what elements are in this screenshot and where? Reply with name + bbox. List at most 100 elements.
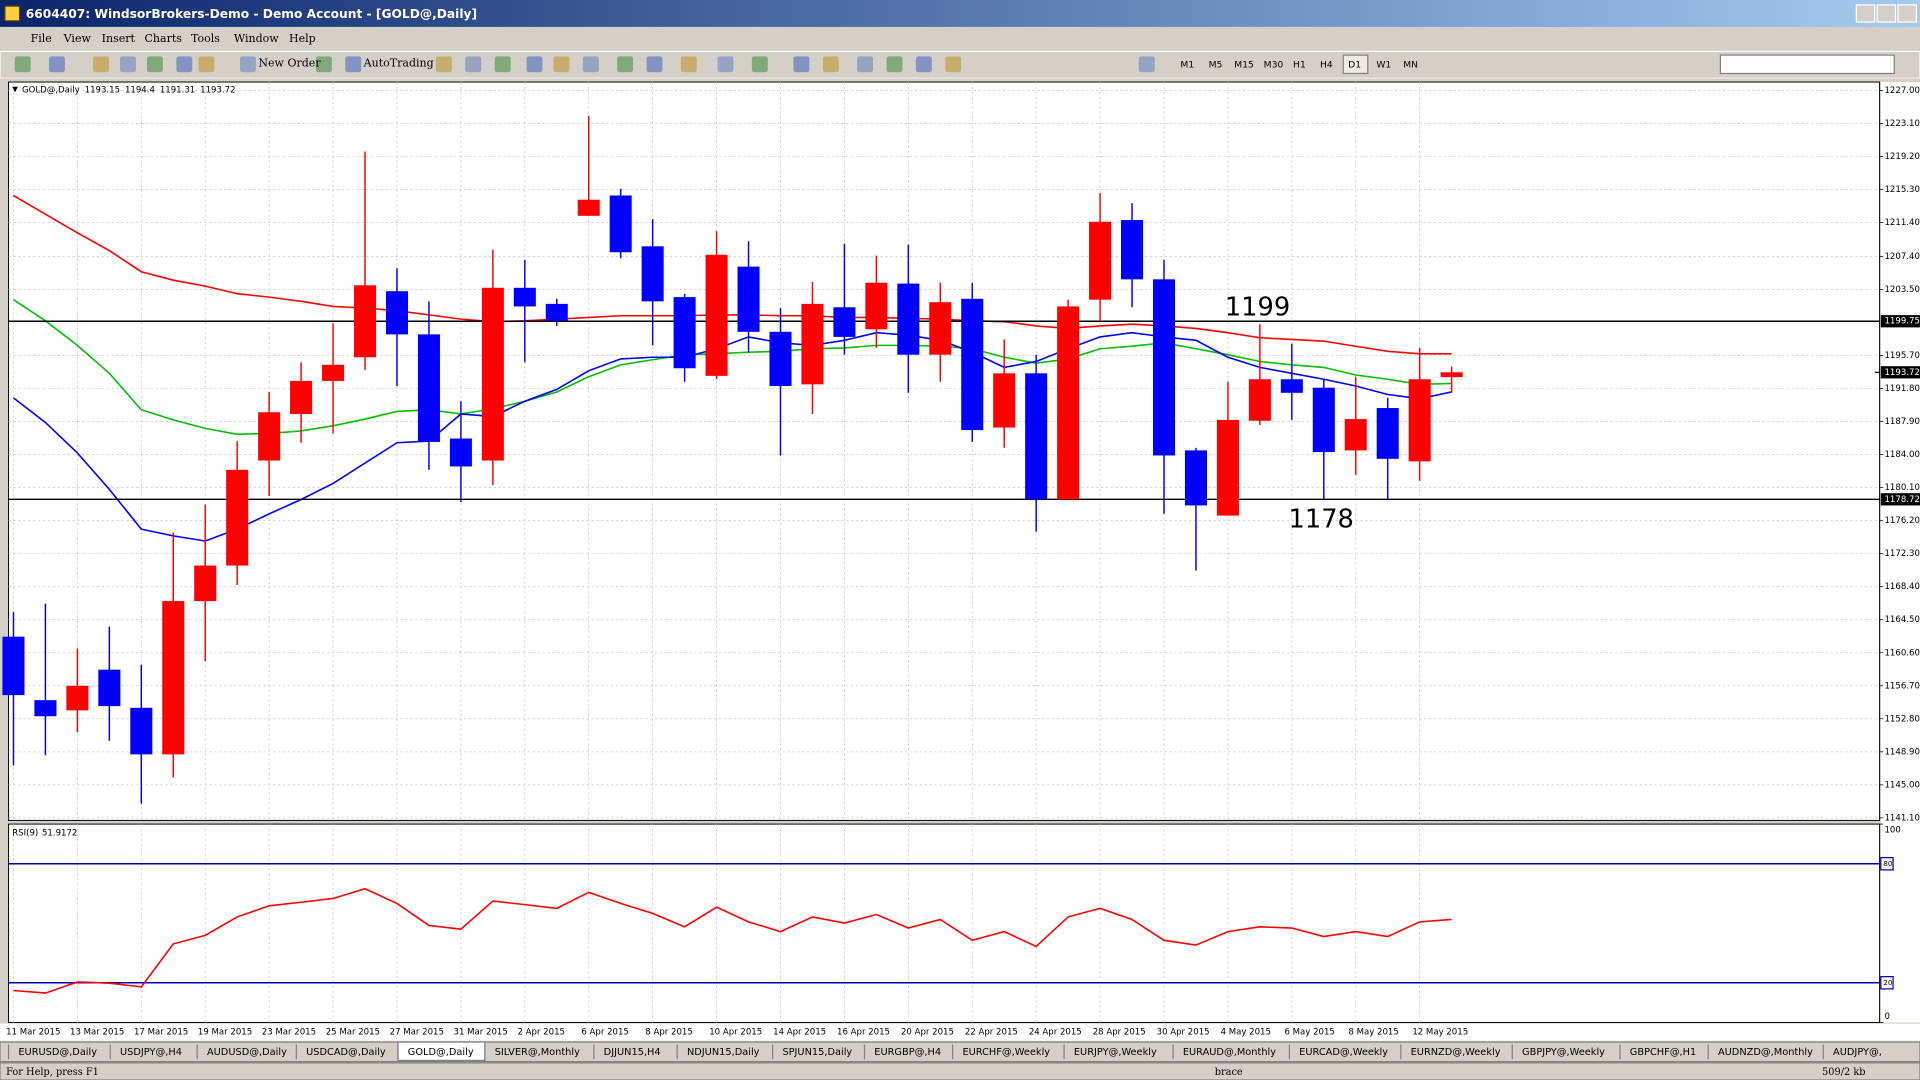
menu-item[interactable]: Insert [102, 32, 136, 45]
minimize-button[interactable] [1855, 4, 1876, 23]
toolbar-icon[interactable] [526, 56, 543, 73]
candle-body [769, 331, 792, 387]
level-tag-label: 1178.72 [1884, 495, 1919, 505]
toolbar-icon[interactable] [945, 56, 962, 73]
chart-tab[interactable]: SPJUN15,Daily [782, 1047, 852, 1058]
toolbar-icon[interactable] [494, 56, 511, 73]
candle-body [481, 287, 504, 461]
timeframe-active [1342, 54, 1369, 75]
chart-tab[interactable]: EURCHF@,Weekly [962, 1047, 1050, 1058]
chart-tab[interactable]: AUDNZD@,Monthly [1718, 1047, 1813, 1058]
toolbar-icon[interactable] [14, 56, 31, 73]
toolbar-icon[interactable] [198, 56, 215, 73]
timeframe-button[interactable]: W1 [1376, 59, 1391, 70]
chart-tab[interactable]: USDJPY@,H4 [120, 1047, 182, 1058]
toolbar-icon[interactable] [465, 56, 482, 73]
chart-tab[interactable]: USDCAD@,Daily [306, 1047, 386, 1058]
toolbar-icon[interactable] [240, 56, 256, 73]
window-title: 6604407: WindsorBrokers-Demo - Demo Acco… [26, 7, 477, 21]
toolbar-icon[interactable] [176, 56, 193, 73]
toolbar-icon[interactable] [717, 56, 734, 73]
toolbar-icon[interactable] [751, 56, 768, 73]
toolbar-icon[interactable] [93, 56, 109, 73]
menu-item[interactable]: Window [234, 32, 279, 45]
y-tick-label: 1207.40 [1884, 252, 1919, 262]
autotrading-button[interactable]: AutoTrading [363, 57, 434, 70]
timeframe-button[interactable]: H4 [1320, 59, 1333, 70]
toolbar-icon[interactable] [48, 56, 65, 73]
menu-item[interactable]: File [31, 32, 52, 45]
menu-item[interactable]: Charts [144, 32, 182, 45]
toolbar-icon[interactable] [680, 56, 697, 73]
toolbar-icon[interactable] [315, 56, 332, 73]
candle-body [737, 266, 760, 332]
close-button[interactable] [1897, 4, 1917, 23]
toolbar-icon[interactable] [582, 56, 599, 73]
timeframe-button[interactable]: M30 [1264, 59, 1284, 70]
toolbar-icon[interactable] [886, 56, 903, 73]
candle-body [1408, 379, 1431, 462]
price-panel [8, 81, 1881, 821]
menu-item[interactable]: Help [289, 32, 316, 45]
toolbar-icon[interactable] [120, 56, 136, 73]
y-tick-label: 1180.10 [1884, 483, 1919, 493]
search-box[interactable] [1719, 54, 1895, 75]
toolbar-icon[interactable] [345, 56, 362, 73]
toolbar-icon[interactable] [435, 56, 452, 73]
toolbar-icon[interactable] [646, 56, 663, 73]
rsi-level-tag [1880, 976, 1894, 990]
chart-tab[interactable]: EURGBP@,H4 [874, 1047, 941, 1058]
chart-tab[interactable]: DJJUN15,H4 [604, 1047, 661, 1058]
header-low: 1191.31 [160, 85, 195, 95]
chart-tab[interactable]: AUDJPY@, [1833, 1047, 1882, 1058]
chart-tab[interactable]: SILVER@,Monthly [495, 1047, 580, 1058]
toolbar-icon[interactable] [822, 56, 839, 73]
toolbar-icon[interactable] [146, 56, 163, 73]
chart-tab[interactable]: EURNZD@,Weekly [1411, 1047, 1501, 1058]
y-tick-label: 1219.20 [1884, 152, 1919, 162]
chart-tab[interactable]: GBPCHF@,H1 [1630, 1047, 1696, 1058]
y-tick-label: 1184.00 [1884, 450, 1919, 460]
x-tick-label: 19 Mar 2015 [198, 1028, 252, 1038]
timeframe-button[interactable]: D1 [1348, 59, 1361, 70]
x-tick-label: 27 Mar 2015 [390, 1028, 444, 1038]
menu-item[interactable]: Tools [191, 32, 220, 45]
timeframe-button[interactable]: H1 [1293, 59, 1306, 70]
toolbar-icon[interactable] [915, 56, 932, 73]
candle-body [34, 700, 57, 717]
chart-tab[interactable]: NDJUN15,Daily [687, 1047, 760, 1058]
rsi-level-label: 80 [1883, 859, 1893, 868]
chart-tab[interactable]: EURJPY@,Weekly [1074, 1047, 1157, 1058]
header-high: 1194.4 [125, 85, 155, 95]
chart-tab[interactable]: EURUSD@,Daily [18, 1047, 97, 1058]
x-tick-label: 30 Apr 2015 [1157, 1028, 1210, 1038]
x-tick-label: 28 Apr 2015 [1093, 1028, 1146, 1038]
timeframe-button[interactable]: MN [1403, 59, 1418, 70]
chart-header-marker: ▼ [12, 84, 18, 93]
menu-item[interactable]: View [63, 32, 92, 45]
chart-tab[interactable]: AUDUSD@,Daily [207, 1047, 287, 1058]
candle-body [1376, 408, 1399, 459]
timeframe-button[interactable]: M1 [1180, 59, 1194, 70]
timeframe-button[interactable]: M15 [1234, 59, 1254, 70]
candle-body [1025, 373, 1048, 500]
chart-tab[interactable]: EURAUD@,Monthly [1183, 1047, 1276, 1058]
chart-tab[interactable]: GBPJPY@,Weekly [1522, 1047, 1605, 1058]
chart-tab[interactable]: EURCAD@,Weekly [1299, 1047, 1388, 1058]
candle-body [897, 283, 920, 355]
candle-body [226, 469, 249, 566]
candle-body [801, 303, 824, 385]
timeframe-button[interactable]: M5 [1209, 59, 1223, 70]
chart-tab[interactable]: GOLD@,Daily [408, 1047, 474, 1058]
x-tick-label: 16 Apr 2015 [837, 1028, 890, 1038]
status-profile: brace [1215, 1067, 1243, 1078]
maximize-button[interactable] [1876, 4, 1897, 23]
toolbar-icon[interactable] [1138, 56, 1155, 73]
y-tick-label: 1164.50 [1884, 615, 1919, 625]
toolbar-icon[interactable] [553, 56, 570, 73]
toolbar-icon[interactable] [857, 56, 874, 73]
candle-body [1216, 419, 1239, 516]
new-order-button[interactable]: New Order [258, 57, 321, 70]
toolbar-icon[interactable] [793, 56, 810, 73]
toolbar-icon[interactable] [617, 56, 634, 73]
